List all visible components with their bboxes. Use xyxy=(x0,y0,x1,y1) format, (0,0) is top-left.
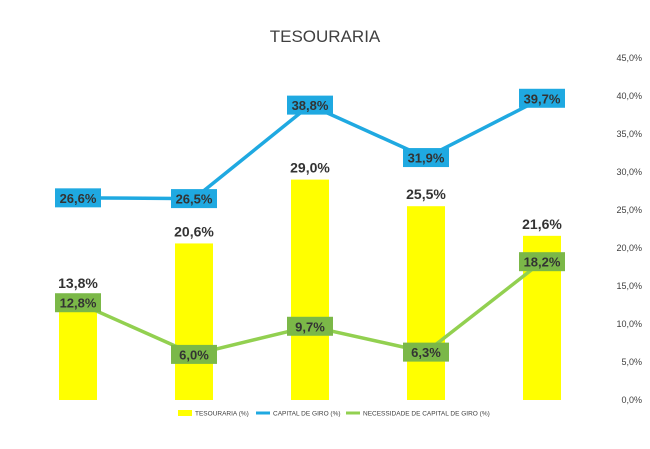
data-point-marker xyxy=(519,252,565,272)
y-tick-label: 20,0% xyxy=(616,243,642,253)
bar xyxy=(407,206,445,400)
bar-data-label: 25,5% xyxy=(406,186,446,202)
legend-item: CAPITAL DE GIRO (%) xyxy=(256,411,341,418)
y-tick-label: 30,0% xyxy=(616,167,642,177)
point-data-label: 18,2% xyxy=(524,255,561,270)
y-tick-label: 0,0% xyxy=(621,395,642,405)
bar-data-label: 21,6% xyxy=(522,216,562,232)
legend-item: TESOURARIA (%) xyxy=(178,410,249,418)
bar-data-labels: 13,8% 20,6% 29,0% 25,5% 21,6% xyxy=(58,160,562,292)
data-point-marker xyxy=(287,316,333,336)
point-data-label: 26,5% xyxy=(176,192,213,207)
legend-item: NECESSIDADE DE CAPITAL DE GIRO (%) xyxy=(346,411,490,418)
bar-data-label: 13,8% xyxy=(58,275,98,291)
y-tick-label: 35,0% xyxy=(616,129,642,139)
chart-title: TESOURARIA xyxy=(270,27,381,46)
legend-swatch xyxy=(178,410,192,416)
bar-data-label: 20,6% xyxy=(174,223,214,239)
data-point-marker xyxy=(55,293,101,313)
data-point-marker xyxy=(403,148,449,168)
point-data-label: 12,8% xyxy=(60,296,97,311)
data-point-marker xyxy=(171,344,217,364)
data-point-marker xyxy=(171,189,217,209)
y-tick-label: 45,0% xyxy=(616,53,642,63)
y-tick-label: 25,0% xyxy=(616,205,642,215)
data-point-marker xyxy=(403,342,449,362)
y-tick-label: 5,0% xyxy=(621,357,642,367)
point-data-label: 6,3% xyxy=(411,345,441,360)
bar xyxy=(59,295,97,400)
bar xyxy=(175,243,213,400)
data-point-marker xyxy=(287,95,333,115)
bar xyxy=(291,179,329,400)
y-tick-label: 40,0% xyxy=(616,91,642,101)
data-point-marker xyxy=(519,88,565,108)
bar-series xyxy=(59,179,561,400)
y-tick-label: 15,0% xyxy=(616,281,642,291)
legend-label: CAPITAL DE GIRO (%) xyxy=(273,411,341,418)
point-data-label: 31,9% xyxy=(408,151,445,166)
point-data-label: 26,6% xyxy=(60,191,97,206)
y-axis-ticks: 0,0% 5,0% 10,0% 15,0% 20,0% 25,0% 30,0% 35,0% 40… xyxy=(616,53,642,405)
legend: TESOURARIA (%) CAPITAL DE GIRO (%) NECESSI… xyxy=(178,410,490,418)
point-data-label: 6,0% xyxy=(179,347,209,362)
data-point-marker xyxy=(55,188,101,208)
point-data-label: 38,8% xyxy=(292,98,329,113)
bar-data-label: 29,0% xyxy=(290,160,330,176)
legend-label: TESOURARIA (%) xyxy=(195,411,249,418)
y-tick-label: 10,0% xyxy=(616,319,642,329)
point-data-label: 39,7% xyxy=(524,91,561,106)
line-data-labels: 26,6% 26,5% 38,8% 31,9% 39,7% 12,8% 6,0% 9,7% 6,… xyxy=(55,88,565,364)
legend-label: NECESSIDADE DE CAPITAL DE GIRO (%) xyxy=(363,411,490,418)
point-data-label: 9,7% xyxy=(295,319,325,334)
